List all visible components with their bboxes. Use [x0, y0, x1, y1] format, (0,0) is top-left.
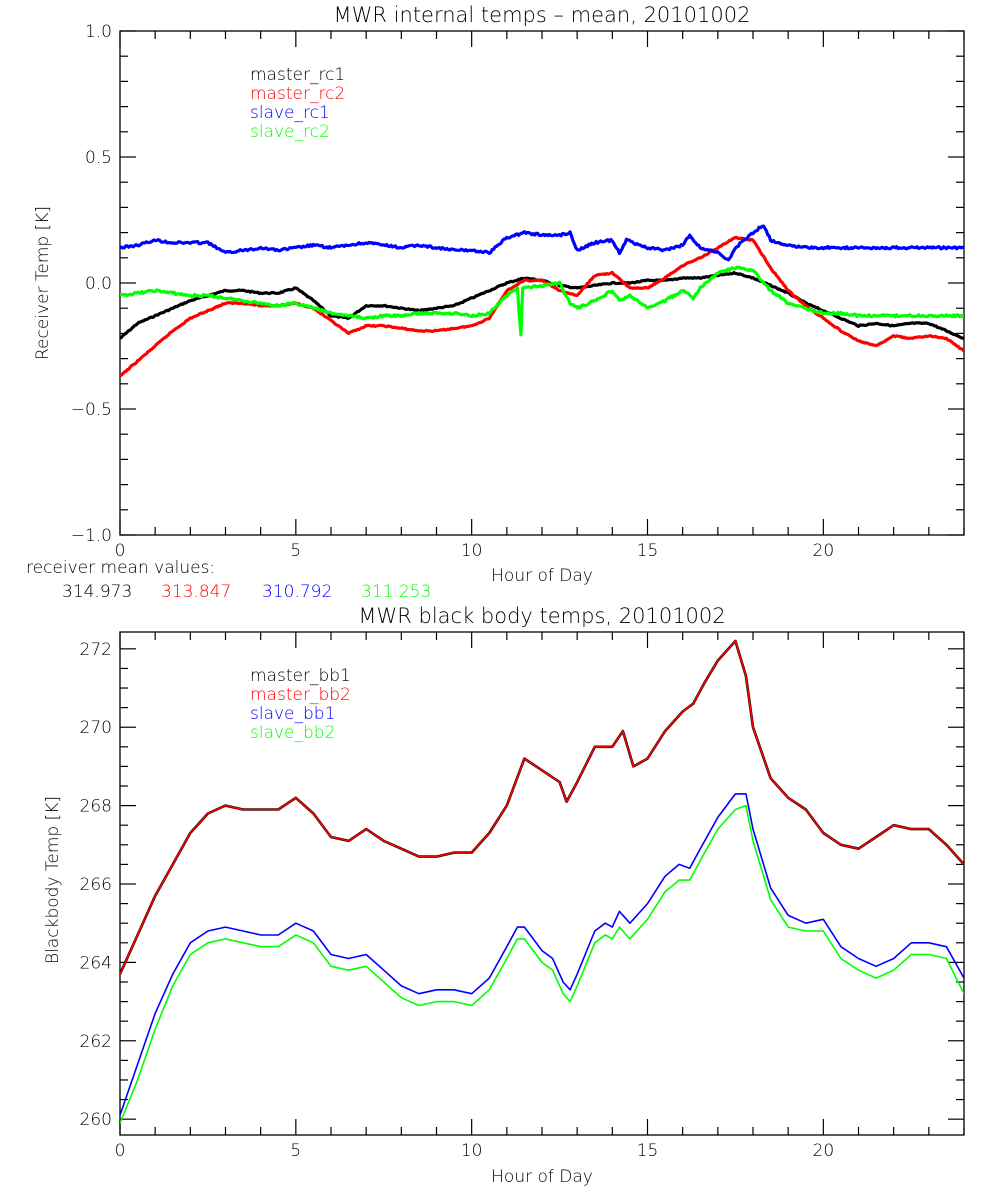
y-tick-label: 268: [80, 797, 112, 817]
y-tick-label: 270: [80, 718, 112, 738]
plot-frame-rect: [119, 631, 965, 1136]
y-axis-label: Blackbody Temp [K]: [43, 796, 63, 964]
series-line-slave-rc1: [120, 224, 964, 262]
series-line-master-bb1: [120, 639, 964, 975]
y-tick-label: 262: [80, 1032, 112, 1052]
x-tick-label: 0: [115, 1141, 126, 1161]
legend-entry: master_rc1: [250, 65, 345, 85]
legend-entry: slave_bb2: [250, 723, 335, 743]
x-tick-label: 5: [290, 1141, 301, 1161]
series-group: [120, 639, 964, 1124]
y-axis-label: Receiver Temp [K]: [33, 206, 53, 360]
x-tick-label: 15: [637, 541, 659, 561]
y-tick-label: −0.5: [71, 400, 112, 420]
x-tick-label: 20: [813, 1141, 835, 1161]
receiver-mean-annotation: receiver mean values: 314.973 313.847 31…: [26, 558, 431, 602]
legend-entry: slave_rc1: [250, 103, 330, 123]
y-tick-label: 0.5: [85, 148, 112, 168]
axis-ticks: [119, 632, 965, 1135]
series-line-slave-bb1: [120, 793, 964, 1116]
blackbody-temp-chart: MWR black body temps, 20101002 0 5 10 15 20 2…: [43, 604, 965, 1187]
chart-title: MWR black body temps, 20101002: [358, 604, 725, 628]
receiver-mean-value: 311.253: [361, 582, 431, 602]
legend-entry: master_bb2: [250, 685, 351, 705]
y-tick-label: 260: [80, 1110, 112, 1130]
plot-frame: [119, 30, 965, 536]
x-tick-label: 0: [115, 541, 126, 561]
receiver-mean-label: receiver mean values:: [26, 558, 215, 578]
receiver-mean-value: 314.973: [62, 582, 132, 602]
axis-ticks: [119, 30, 965, 536]
series-line-master-rc2: [120, 235, 964, 378]
plot-frame: [119, 631, 965, 1136]
receiver-mean-value: 310.792: [262, 582, 332, 602]
y-tick-label: 264: [80, 953, 112, 973]
series-line-slave-bb2: [120, 804, 964, 1124]
series-line-slave-rc2: [120, 265, 964, 337]
x-tick-label: 10: [461, 541, 483, 561]
receiver-temp-chart: MWR internal temps – mean, 20101002 0 5 10…: [33, 3, 965, 586]
y-tick-label: 266: [80, 875, 112, 895]
receiver-mean-value: 313.847: [161, 582, 231, 602]
legend-entry: master_rc2: [250, 84, 345, 104]
x-tick-label: 15: [637, 1141, 659, 1161]
y-tick-label: 272: [80, 640, 112, 660]
axis-tick-labels: 0 5 10 15 20 260 262 264 266 268 270 272: [80, 640, 835, 1161]
x-tick-label: 20: [813, 541, 835, 561]
y-tick-label: 0.0: [85, 274, 112, 294]
axis-tick-labels: 0 5 10 15 20 −1.0 −0.5 0.0 0.5 1.0: [71, 22, 834, 561]
x-axis-label: Hour of Day: [491, 1167, 593, 1187]
series-group: [120, 224, 964, 378]
legend-entry: master_bb1: [250, 666, 351, 686]
x-tick-label: 5: [290, 541, 301, 561]
legend-entry: slave_bb1: [250, 704, 335, 724]
x-tick-label: 10: [461, 1141, 483, 1161]
chart-title: MWR internal temps – mean, 20101002: [334, 3, 751, 27]
legend-entry: slave_rc2: [250, 122, 330, 142]
plot-frame-rect: [119, 30, 965, 536]
series-line-master-bb2: [120, 640, 964, 975]
x-axis-label: Hour of Day: [491, 566, 593, 586]
y-tick-label: 1.0: [85, 22, 112, 42]
y-tick-label: −1.0: [71, 526, 112, 546]
